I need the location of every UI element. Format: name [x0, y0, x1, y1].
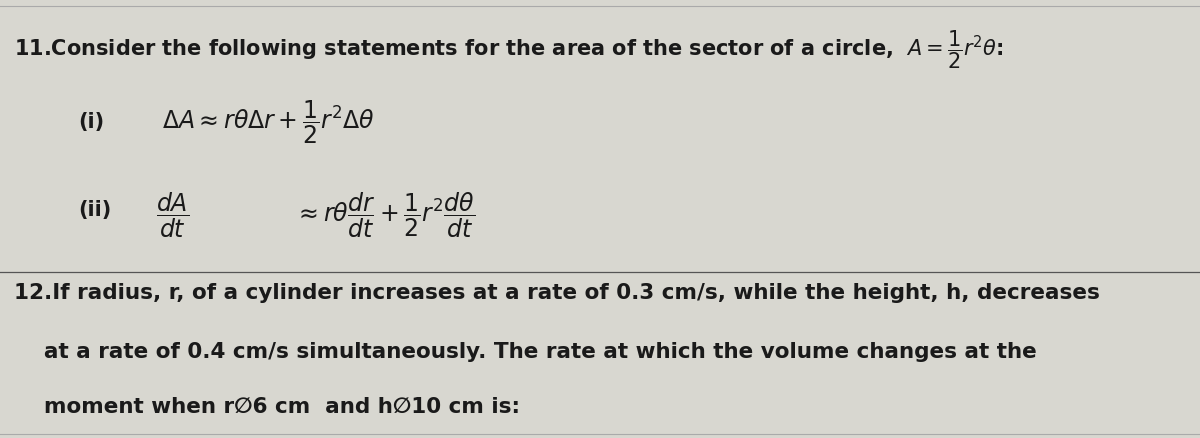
- Text: $\approx r\theta\dfrac{dr}{dt}+\dfrac{1}{2}r^{2}\dfrac{d\theta}{dt}$: $\approx r\theta\dfrac{dr}{dt}+\dfrac{1}…: [294, 191, 475, 240]
- Text: (ii): (ii): [78, 199, 112, 219]
- Text: 12.If radius, r, of a cylinder increases at a rate of 0.3 cm/s, while the height: 12.If radius, r, of a cylinder increases…: [14, 283, 1100, 303]
- Text: $\Delta A \approx r\theta\Delta r + \dfrac{1}{2}r^{2}\Delta\theta$: $\Delta A \approx r\theta\Delta r + \dfr…: [162, 99, 374, 146]
- Text: 11.Consider the following statements for the area of the sector of a circle,  $A: 11.Consider the following statements for…: [14, 28, 1004, 71]
- Text: (i): (i): [78, 112, 104, 132]
- Text: $\dfrac{dA}{dt}$: $\dfrac{dA}{dt}$: [156, 191, 190, 240]
- Text: moment when r∅6 cm  and h∅10 cm is:: moment when r∅6 cm and h∅10 cm is:: [14, 396, 521, 417]
- Text: at a rate of 0.4 cm/s simultaneously. The rate at which the volume changes at th: at a rate of 0.4 cm/s simultaneously. Th…: [14, 342, 1037, 362]
